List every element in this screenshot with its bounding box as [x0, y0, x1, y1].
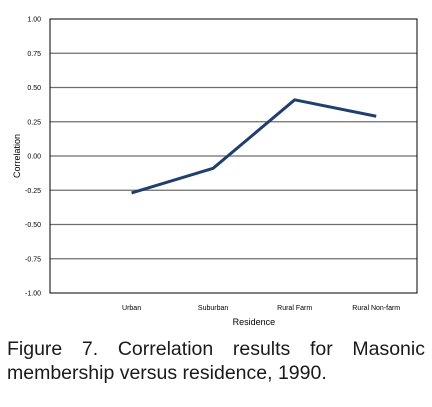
y-tick-label: -1.00 [25, 291, 41, 298]
y-tick-label: -0.25 [25, 188, 41, 195]
figure-caption: Figure 7. Correlation results for Masoni… [7, 338, 425, 384]
y-tick-label: 0.50 [27, 85, 41, 92]
y-axis-tick-labels: 1.00 0.75 0.50 0.25 0.00 -0.25 -0.50 -0.75 -1.00 [25, 17, 41, 298]
gridlines [50, 52, 417, 260]
y-tick-label: 0.75 [27, 51, 41, 58]
plot-frame [49, 18, 418, 294]
y-tick-label: -0.50 [25, 222, 41, 229]
y-tick-label: -0.75 [25, 256, 41, 263]
y-axis-title: Correlation [12, 134, 22, 178]
x-tick-label: Suburban [198, 305, 228, 312]
x-tick-label: Rural Non-farm [352, 305, 400, 312]
series-line [131, 98, 377, 195]
y-tick-label: 0.00 [27, 154, 41, 161]
x-tick-label: Urban [122, 305, 141, 312]
x-axis-tick-labels: Urban Suburban Rural Farm Rural Non-farm [122, 305, 400, 312]
chart: 1.00 0.75 0.50 0.25 0.00 -0.25 -0.50 -0.75 -1.00… [12, 17, 418, 327]
y-tick-label: 1.00 [27, 17, 41, 24]
x-tick-label: Rural Farm [277, 305, 312, 312]
x-axis-title: Residence [233, 317, 276, 327]
y-tick-label: 0.25 [27, 119, 41, 126]
